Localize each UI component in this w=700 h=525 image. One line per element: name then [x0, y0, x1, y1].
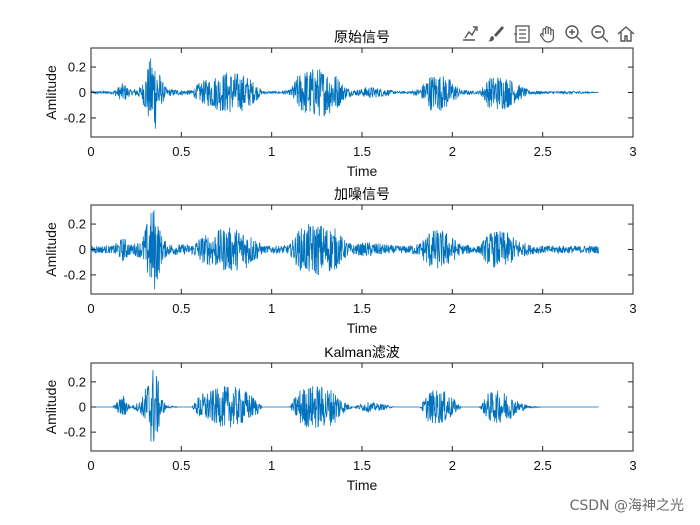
x-tick-label: 2 — [449, 301, 456, 316]
x-tick-label: 3 — [629, 301, 636, 316]
y-tick-label: 0.2 — [68, 374, 86, 389]
x-tick-label: 3 — [629, 458, 636, 473]
x-tick-label: 0 — [87, 144, 94, 159]
subplot-title: 加噪信号 — [334, 186, 390, 202]
waveform-line — [91, 370, 599, 442]
waveform-line — [90, 58, 599, 129]
subplot-3: 0 0.5 1 1.5 2 2.5 3 0.2 0 -0.2 Kalman滤波 Time Amlitud… — [43, 344, 637, 493]
x-axis-label: Time — [347, 163, 378, 179]
y-tick-label: -0.2 — [64, 110, 86, 125]
x-tick-label: 1.5 — [353, 301, 371, 316]
pan-icon[interactable] — [536, 22, 560, 46]
x-tick-label: 1.5 — [353, 458, 371, 473]
x-tick-label: 1 — [268, 144, 275, 159]
x-tick-label: 2.5 — [534, 301, 552, 316]
x-tick-label: 0 — [87, 458, 94, 473]
brush-icon[interactable] — [484, 22, 508, 46]
y-axis-label: Amlitude — [43, 222, 59, 277]
x-tick-label: 1 — [268, 301, 275, 316]
datatip-icon[interactable] — [510, 22, 534, 46]
home-icon[interactable] — [614, 22, 638, 46]
y-axis-label: Amlitude — [43, 380, 59, 435]
zoom-out-icon[interactable] — [588, 22, 612, 46]
y-tick-label: -0.2 — [64, 425, 86, 440]
y-tick-label: 0 — [79, 400, 86, 415]
x-tick-label: 2.5 — [534, 144, 552, 159]
x-tick-label: 1 — [268, 458, 275, 473]
x-tick-label: 0 — [87, 301, 94, 316]
subplot-2: 0 0.5 1 1.5 2 2.5 3 0.2 0 -0.2 加噪信号 Time Amlitude — [43, 186, 637, 336]
x-tick-label: 3 — [629, 144, 636, 159]
zoom-in-icon[interactable] — [562, 22, 586, 46]
x-tick-label: 2 — [449, 458, 456, 473]
subplot-1: 0 0.5 1 1.5 2 2.5 3 0.2 0 -0.2 原始信号 Time Amlitude — [43, 29, 637, 179]
subplot-title: Kalman滤波 — [324, 344, 399, 360]
export-icon[interactable] — [458, 22, 482, 46]
x-tick-label: 2 — [449, 144, 456, 159]
y-tick-label: 0 — [79, 85, 86, 100]
x-tick-label: 0.5 — [172, 301, 190, 316]
x-axis-label: Time — [347, 320, 378, 336]
y-tick-label: 0.2 — [68, 60, 86, 75]
waveform-line — [90, 210, 600, 290]
y-tick-label: 0 — [79, 242, 86, 257]
x-axis-label: Time — [347, 477, 378, 493]
y-tick-label: 0.2 — [68, 217, 86, 232]
x-tick-label: 1.5 — [353, 144, 371, 159]
watermark: CSDN @海神之光 — [569, 498, 684, 514]
y-tick-label: -0.2 — [64, 267, 86, 282]
y-axis-label: Amlitude — [43, 65, 59, 120]
subplot-title: 原始信号 — [334, 29, 390, 45]
axes-toolbar — [458, 22, 638, 46]
x-tick-label: 0.5 — [172, 144, 190, 159]
x-tick-label: 0.5 — [172, 458, 190, 473]
x-tick-label: 2.5 — [534, 458, 552, 473]
